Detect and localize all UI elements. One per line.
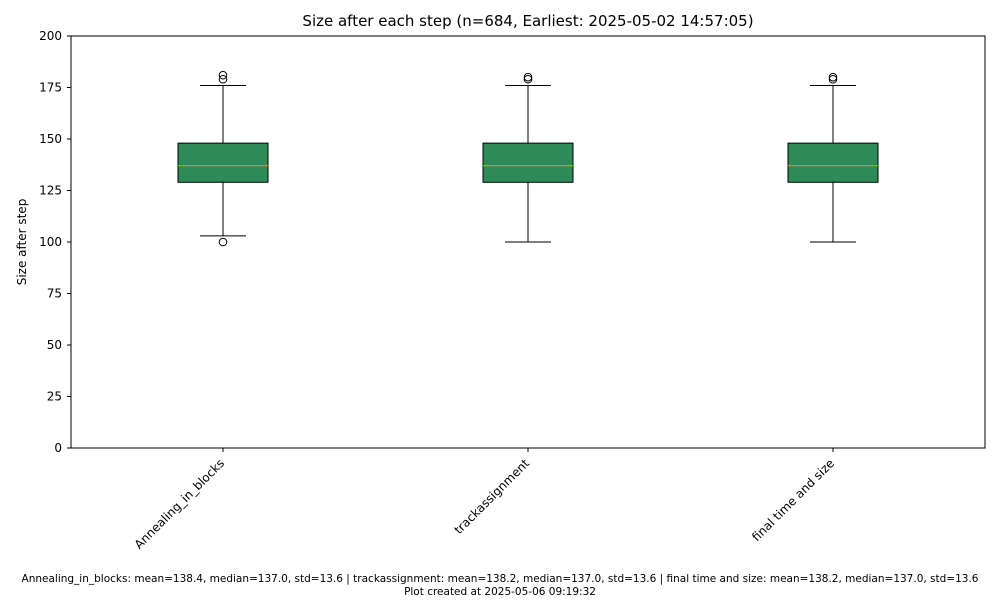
y-tick-label: 150 — [39, 132, 62, 146]
chart-title: Size after each step (n=684, Earliest: 2… — [302, 12, 753, 30]
y-tick-label: 0 — [54, 441, 62, 455]
outlier-point — [218, 70, 228, 80]
y-axis-label: Size after step — [15, 199, 29, 286]
y-tick-label: 175 — [39, 81, 62, 95]
outlier-point — [218, 74, 228, 84]
summary-footer-text: Annealing_in_blocks: mean=138.4, median=… — [21, 573, 979, 598]
outlier-point — [523, 74, 533, 84]
y-tick-label: 50 — [47, 338, 62, 352]
y-tick-label: 125 — [39, 184, 62, 198]
outlier-point — [218, 237, 228, 247]
outlier-point — [828, 72, 838, 82]
box-iqr — [482, 142, 574, 183]
box-iqr — [787, 142, 879, 183]
x-tick-label: final time and size — [749, 456, 837, 544]
box-iqr — [177, 142, 269, 183]
y-tick-label: 200 — [39, 29, 62, 43]
y-tick-label: 100 — [39, 235, 62, 249]
x-tick-label: trackassignment — [451, 456, 532, 537]
y-tick-label: 75 — [47, 287, 62, 301]
y-tick-label: 25 — [47, 390, 62, 404]
outlier-point — [523, 72, 533, 82]
x-tick-label: Annealing_in_blocks — [132, 456, 228, 552]
summary-footer: Annealing_in_blocks: mean=138.4, median=… — [0, 573, 1000, 599]
outlier-point — [828, 74, 838, 84]
